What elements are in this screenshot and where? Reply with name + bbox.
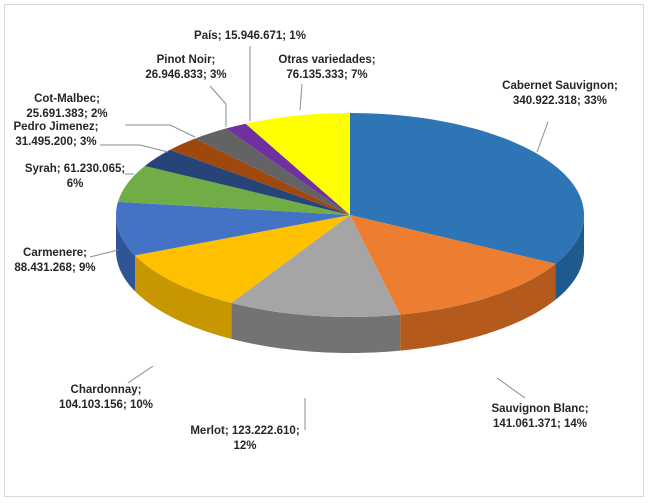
slice-sauvignon-blanc bbox=[350, 215, 556, 315]
data-label-line: Chardonnay; bbox=[71, 384, 142, 396]
leader-line-cabernet-sauvignon bbox=[536, 121, 549, 153]
data-label-pedro-jimenez: Pedro Jimenez; 31.495.200; 3% bbox=[14, 121, 99, 148]
data-label-line: Sauvignon Blanc; bbox=[491, 403, 588, 415]
data-label-line: Cot-Malbec; bbox=[34, 93, 100, 105]
leader-line-pinot-noir bbox=[209, 85, 227, 127]
slice-chardonnay bbox=[135, 215, 350, 303]
slice-carmenere bbox=[115, 201, 351, 256]
slice-cot-malbec bbox=[169, 138, 350, 215]
data-label-line: Pedro Jimenez; bbox=[14, 121, 99, 133]
slice-pedro-jimenez bbox=[144, 149, 350, 215]
slice-side-sauvignon-blanc bbox=[400, 263, 556, 351]
leader-line-chardonnay bbox=[127, 365, 154, 384]
pie-sides bbox=[116, 215, 584, 353]
slice-merlot bbox=[231, 215, 401, 318]
leader-line-pedro-jimenez bbox=[100, 144, 169, 153]
data-label-line: 141.061.371; 14% bbox=[493, 418, 587, 430]
pie-tops bbox=[115, 113, 584, 318]
data-label-line: 12% bbox=[233, 440, 256, 452]
data-label-line: Carmenere; bbox=[23, 247, 87, 259]
data-label-line: País; 15.946.671; 1% bbox=[194, 30, 306, 42]
data-label-line: 88.431.268; 9% bbox=[14, 262, 95, 274]
data-label-otras-variedades: Otras variedades; 76.135.333; 7% bbox=[278, 54, 375, 81]
slice-syrah bbox=[117, 165, 351, 215]
data-label-merlot: Merlot; 123.222.610; 12% bbox=[190, 425, 299, 452]
data-label-cot-malbec: Cot-Malbec; 25.691.383; 2% bbox=[26, 93, 107, 120]
data-label-cabernet-sauvignon: Cabernet Sauvignon; 340.922.318; 33% bbox=[502, 80, 618, 107]
data-label-line: 340.922.318; 33% bbox=[513, 95, 607, 107]
data-label-line: Otras variedades; bbox=[278, 54, 375, 66]
data-label-line: 25.691.383; 2% bbox=[26, 108, 107, 120]
data-label-line: 76.135.333; 7% bbox=[286, 69, 367, 81]
data-labels: Cabernet Sauvignon; 340.922.318; 33% Sauvi… bbox=[14, 30, 618, 452]
data-label-line: 104.103.156; 10% bbox=[59, 399, 153, 411]
slice-side-cabernet-sauvignon bbox=[555, 215, 584, 300]
data-label-line: Cabernet Sauvignon; bbox=[502, 80, 618, 92]
data-label-pinot-noir: Pinot Noir; 26.946.833; 3% bbox=[145, 54, 226, 81]
data-label-chardonnay: Chardonnay; 104.103.156; 10% bbox=[59, 384, 153, 411]
slice-side-merlot bbox=[231, 302, 401, 353]
leader-line-sauvignon-blanc bbox=[496, 377, 526, 399]
slice-side-chardonnay bbox=[135, 255, 232, 339]
slice-otras-variedades bbox=[245, 113, 350, 215]
data-label-line: 31.495.200; 3% bbox=[15, 136, 96, 148]
data-label-line: Merlot; 123.222.610; bbox=[190, 425, 299, 437]
data-label-pais: País; 15.946.671; 1% bbox=[194, 30, 306, 42]
slice-pinot-noir bbox=[195, 128, 350, 215]
slice-side-carmenere bbox=[116, 215, 136, 292]
data-label-sauvignon-blanc: Sauvignon Blanc; 141.061.371; 14% bbox=[491, 403, 588, 430]
leader-line-otras-variedades bbox=[299, 83, 303, 111]
data-label-carmenere: Carmenere; 88.431.268; 9% bbox=[14, 247, 95, 274]
data-label-syrah: Syrah; 61.230.065; 6% bbox=[25, 163, 125, 190]
data-label-line: Pinot Noir; bbox=[157, 54, 216, 66]
slice-cabernet-sauvignon bbox=[350, 113, 584, 264]
data-label-line: 6% bbox=[67, 178, 84, 190]
leader-line-carmenere bbox=[89, 249, 119, 258]
slice-pais bbox=[225, 123, 350, 215]
leader-line-cot-malbec bbox=[125, 124, 196, 138]
leader-lines bbox=[89, 46, 549, 430]
data-label-line: 26.946.833; 3% bbox=[145, 69, 226, 81]
data-label-line: Syrah; 61.230.065; bbox=[25, 163, 125, 175]
